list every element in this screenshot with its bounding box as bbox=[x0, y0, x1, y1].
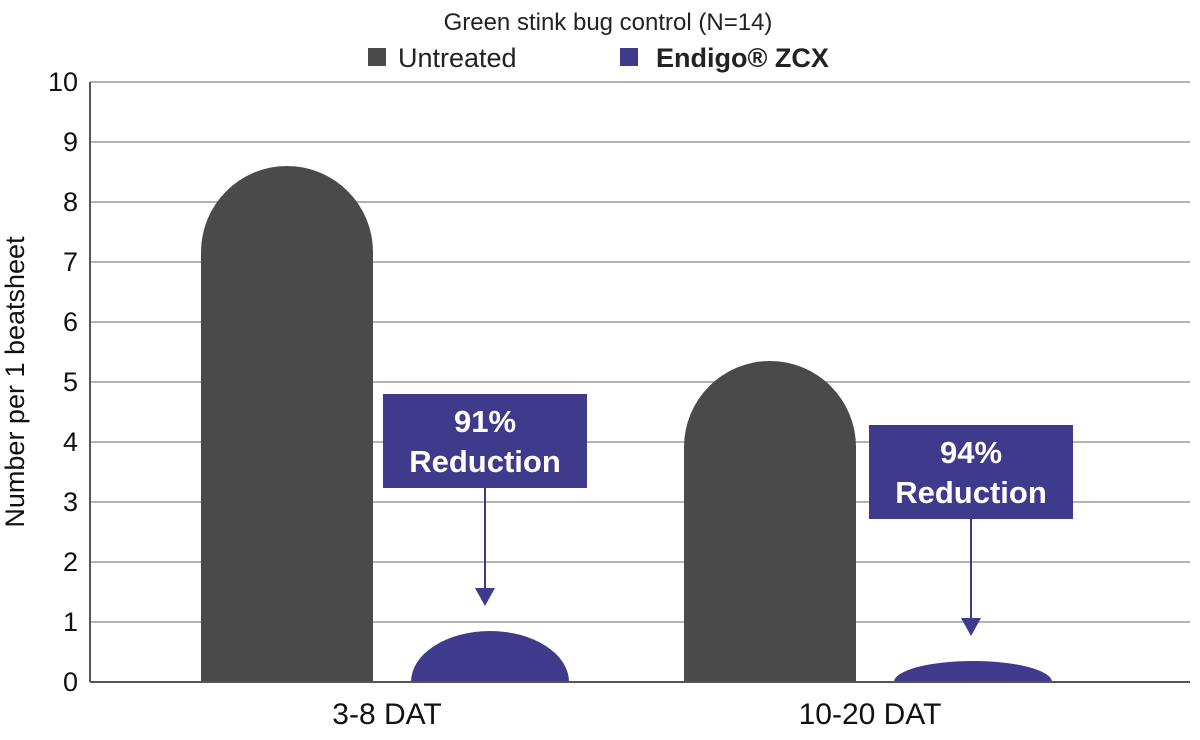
callout-arrow-head bbox=[961, 618, 981, 636]
chart-title: Green stink bug control (N=14) bbox=[444, 9, 773, 36]
legend-swatch-endigo bbox=[620, 48, 638, 66]
bar-endigo-1 bbox=[894, 661, 1052, 682]
callout-label: Reduction bbox=[409, 444, 561, 479]
callout-percent: 94% bbox=[940, 435, 1002, 470]
legend-swatch-untreated bbox=[368, 48, 386, 66]
callout-label: Reduction bbox=[895, 475, 1047, 510]
y-axis-label: Number per 1 beatsheet bbox=[0, 236, 30, 528]
reduction-callouts: 91% Reduction 94% Reduction bbox=[383, 394, 1073, 636]
y-tick-label: 7 bbox=[63, 247, 78, 277]
x-tick-label: 10-20 DAT bbox=[799, 698, 942, 731]
callout-box bbox=[383, 394, 587, 488]
callout-percent: 91% bbox=[454, 404, 516, 439]
reduction-callout: 94% Reduction bbox=[869, 425, 1073, 636]
y-tick-label: 0 bbox=[63, 667, 78, 697]
y-axis-ticks: 0 1 2 3 4 5 6 7 8 9 10 bbox=[48, 67, 78, 697]
legend-label-endigo-name: Endigo bbox=[656, 43, 747, 73]
legend-label-endigo-suffix: ® ZCX bbox=[747, 43, 828, 73]
y-tick-label: 9 bbox=[63, 127, 78, 157]
y-tick-label: 6 bbox=[63, 307, 78, 337]
x-axis-ticks: 3-8 DAT 10-20 DAT bbox=[332, 698, 941, 731]
reduction-callout: 91% Reduction bbox=[383, 394, 587, 606]
legend: Untreated Endigo® ZCX bbox=[368, 43, 829, 73]
y-tick-label: 3 bbox=[63, 487, 78, 517]
legend-label-untreated: Untreated bbox=[398, 43, 517, 73]
x-tick-label: 3-8 DAT bbox=[332, 698, 441, 731]
bars bbox=[201, 166, 1052, 682]
legend-label-endigo: Endigo® ZCX bbox=[656, 43, 829, 73]
y-tick-label: 10 bbox=[48, 67, 78, 97]
y-tick-label: 4 bbox=[63, 427, 78, 457]
y-tick-label: 5 bbox=[63, 367, 78, 397]
y-tick-label: 2 bbox=[63, 547, 78, 577]
y-tick-label: 8 bbox=[63, 187, 78, 217]
bar-untreated-0 bbox=[201, 166, 373, 682]
callout-box bbox=[869, 425, 1073, 519]
callout-arrow-head bbox=[475, 588, 495, 606]
bar-endigo-0 bbox=[411, 631, 569, 682]
bar-untreated-1 bbox=[684, 361, 856, 682]
y-tick-label: 1 bbox=[63, 607, 78, 637]
